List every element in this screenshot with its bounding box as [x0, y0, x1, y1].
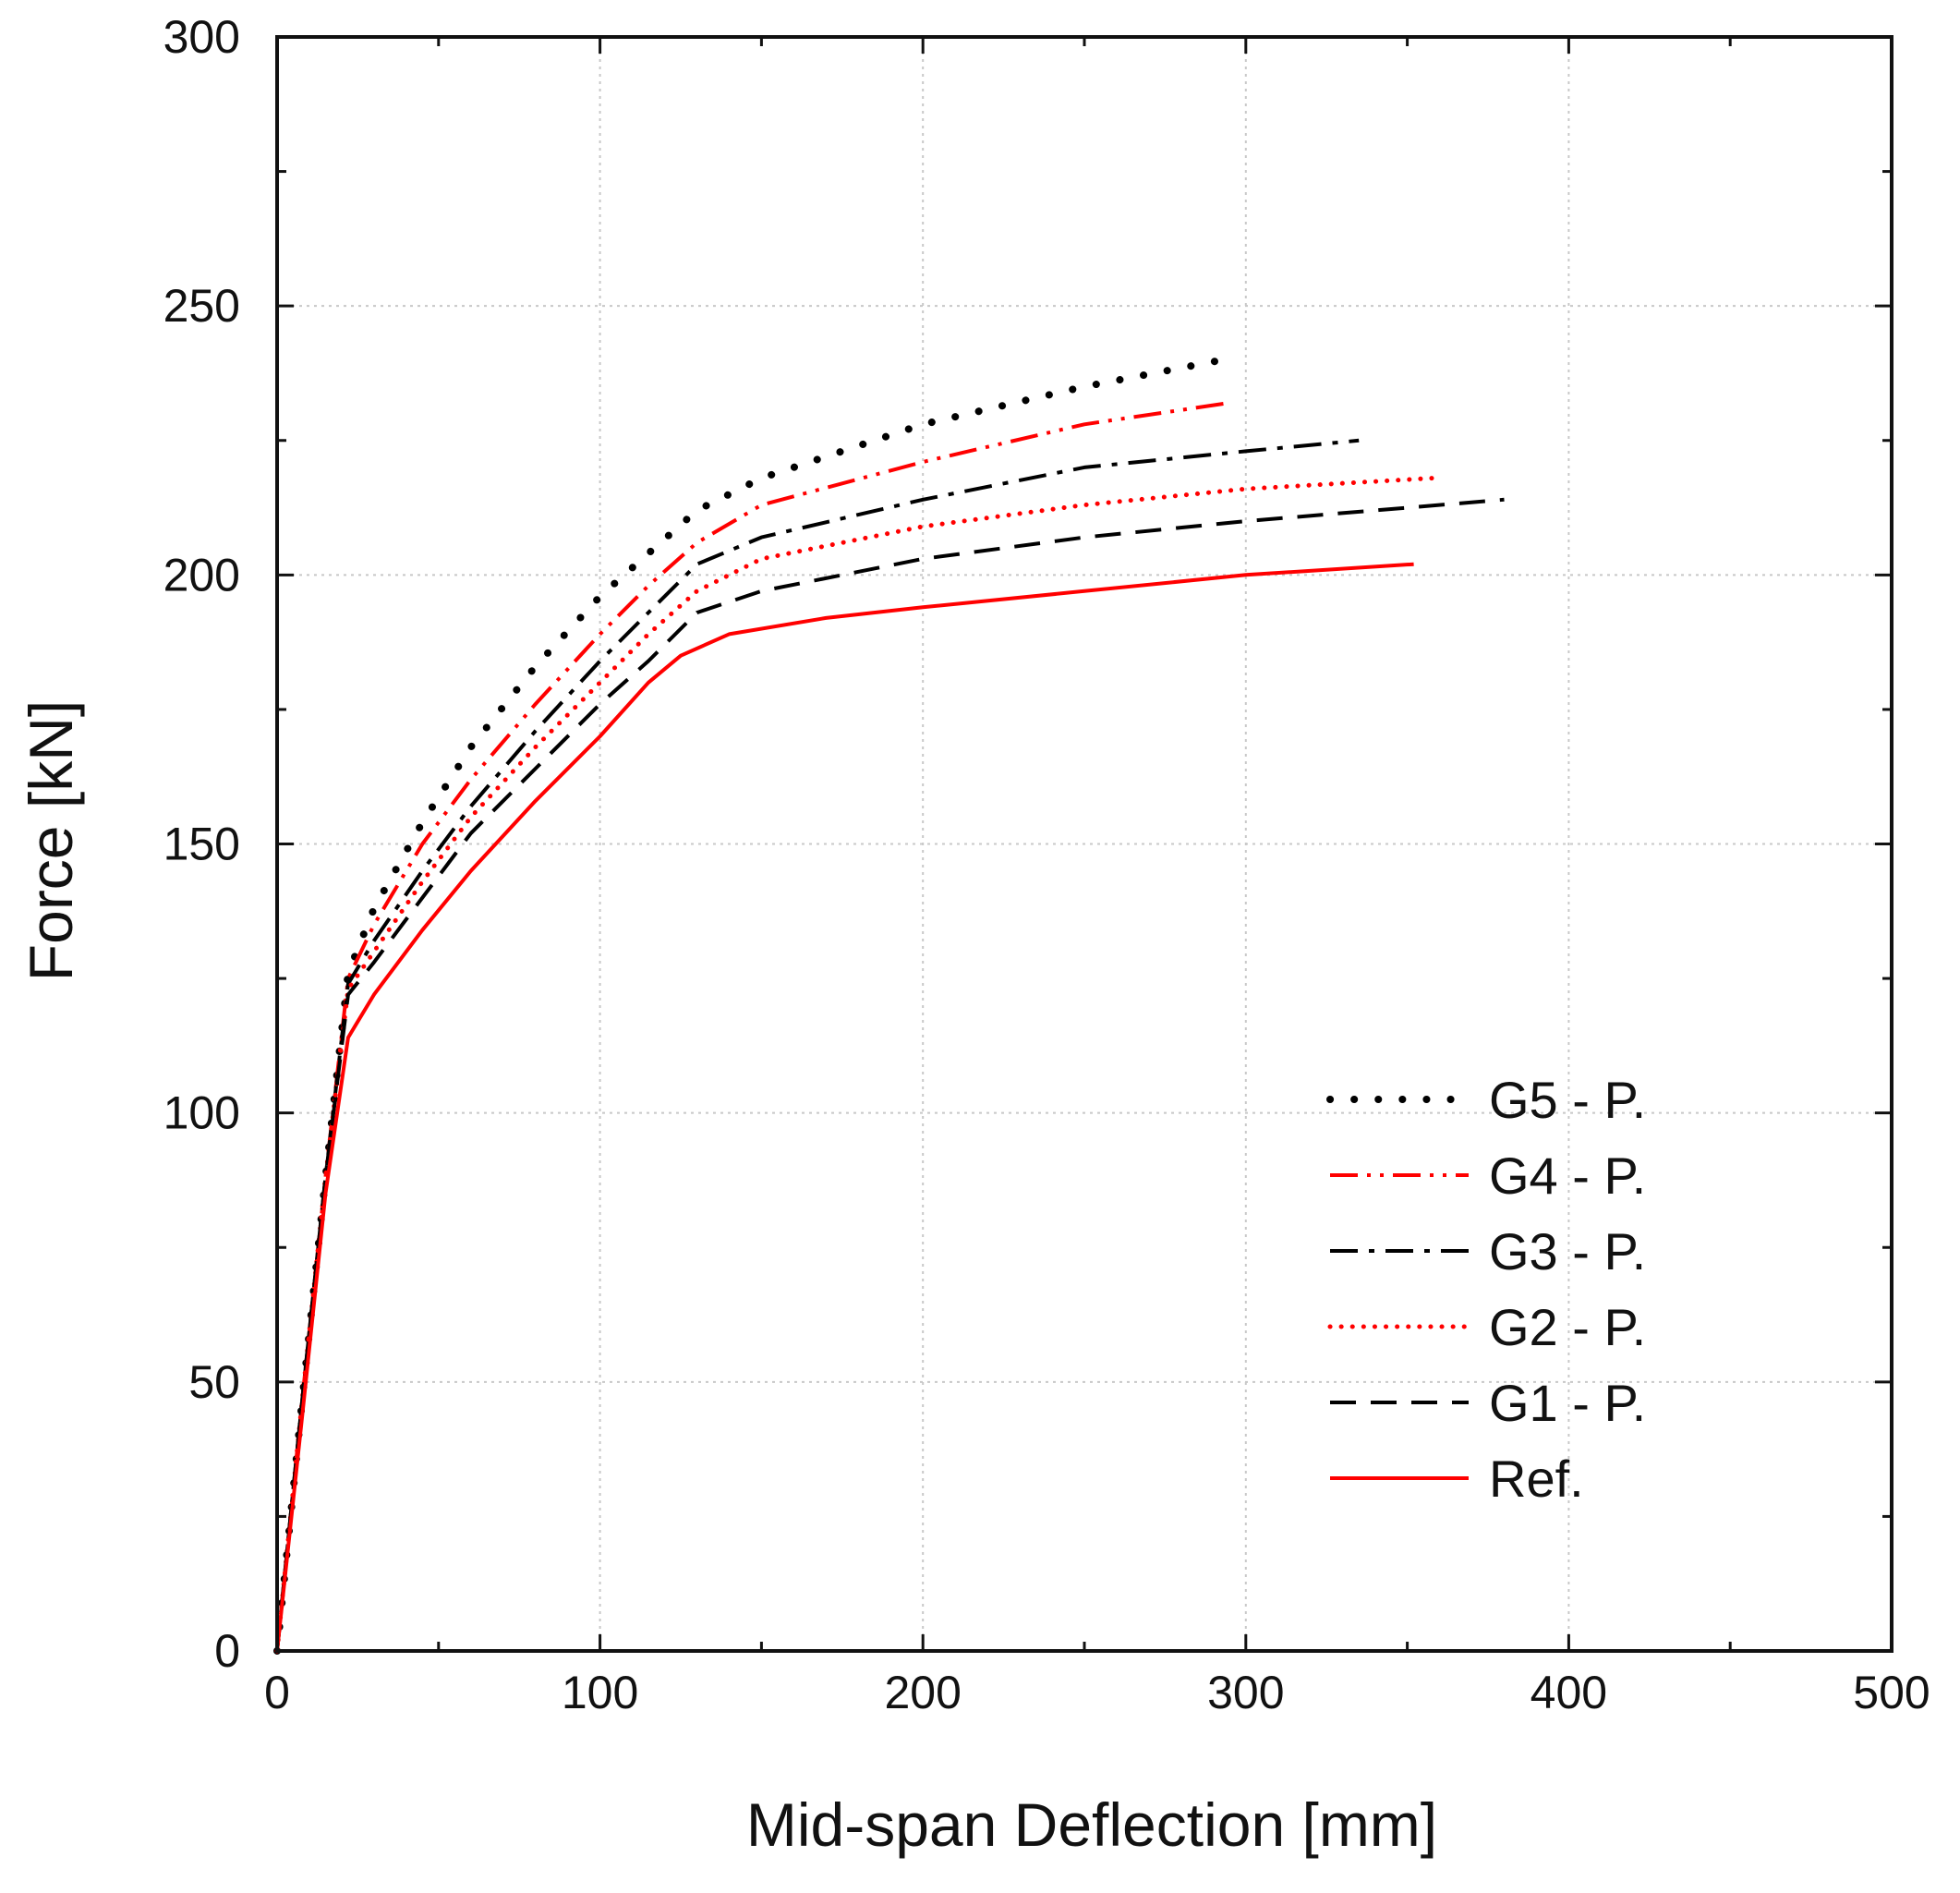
legend-label-g2-p: G2 - P. [1489, 1298, 1646, 1356]
x-tick-label: 0 [264, 1667, 290, 1718]
series-line-g1-p [275, 497, 1505, 1652]
x-tick-label: 300 [1207, 1667, 1284, 1718]
series-line-ref [275, 562, 1414, 1652]
x-tick-label: 500 [1853, 1667, 1930, 1718]
y-tick-label: 0 [214, 1625, 240, 1677]
axis-ticks [275, 35, 1893, 1653]
y-tick-label: 250 [163, 280, 240, 332]
y-tick-label: 300 [163, 11, 240, 63]
data-series [273, 356, 1505, 1655]
y-axis-title: Force [kN] [17, 700, 85, 981]
gridlines [277, 37, 1892, 1651]
legend-label-g1-p: G1 - P. [1489, 1374, 1646, 1432]
y-tick-label: 150 [163, 819, 240, 870]
y-tick-label: 100 [163, 1087, 240, 1139]
x-tick-label: 400 [1530, 1667, 1607, 1718]
legend-label-g4-p: G4 - P. [1489, 1147, 1646, 1205]
legend-label-ref: Ref. [1489, 1450, 1584, 1508]
x-tick-label: 200 [884, 1667, 961, 1718]
x-tick-label: 100 [562, 1667, 638, 1718]
legend-label-g5-p: G5 - P. [1489, 1071, 1646, 1129]
legend-label-g3-p: G3 - P. [1489, 1222, 1646, 1280]
x-axis-title: Mid-span Deflection [mm] [746, 1790, 1437, 1859]
y-tick-label: 50 [188, 1356, 240, 1408]
y-tick-label: 200 [163, 549, 240, 601]
legend: G5 - P. G4 - P. G3 - P. G2 - P. G1 - P. Ref. [1326, 1071, 1646, 1508]
tick-labels: 0 100 200 300 400 500 0 50 100 150 200 250 300 [163, 11, 1930, 1718]
